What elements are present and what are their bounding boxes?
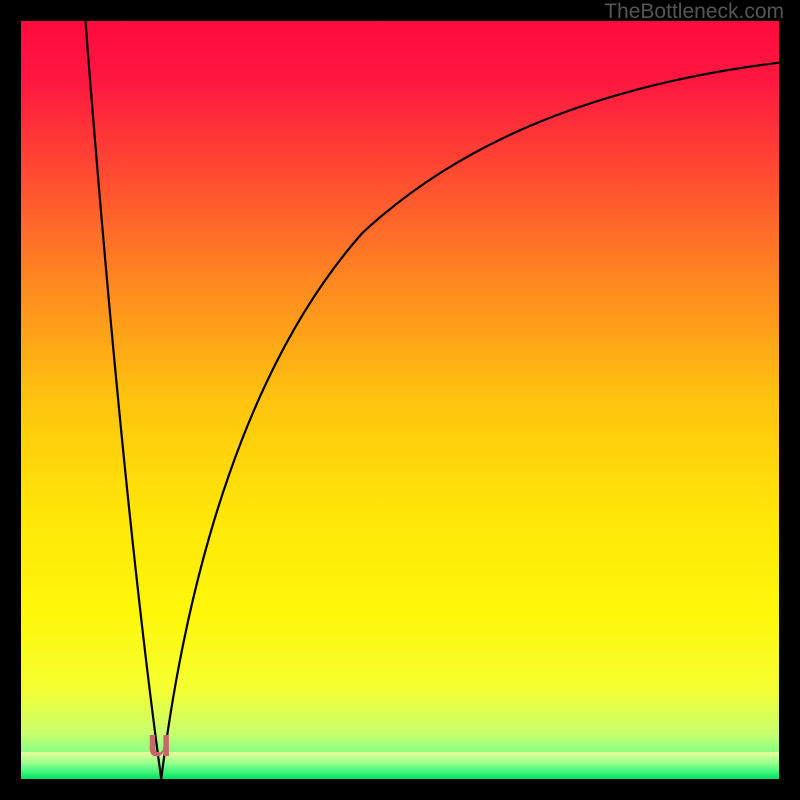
watermark-text: TheBottleneck.com [604,0,784,24]
bottleneck-curve [21,21,779,779]
plot-area: u [21,21,779,779]
chart-stage: u TheBottleneck.com [0,0,800,800]
